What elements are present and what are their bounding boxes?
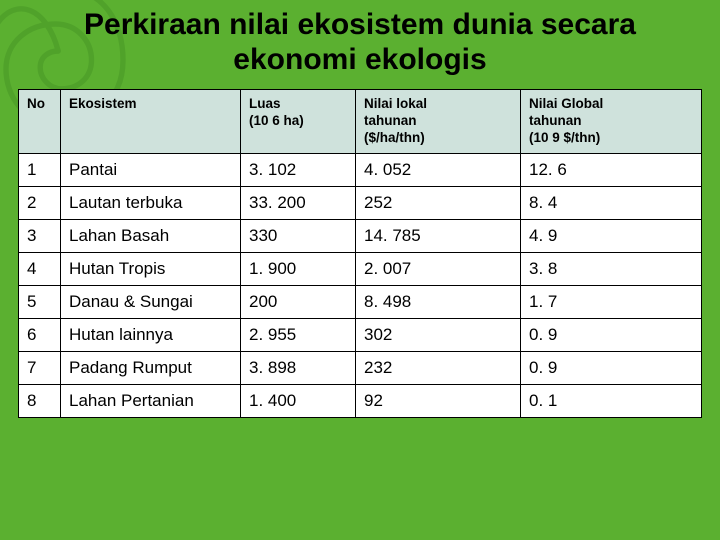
cell-6-0: 7 xyxy=(19,351,61,384)
col-header-4: Nilai Global tahunan (10 9 $/thn) xyxy=(521,90,702,154)
table-row: 7Padang Rumput3. 8982320. 9 xyxy=(19,351,702,384)
cell-3-1: Hutan Tropis xyxy=(61,252,241,285)
cell-5-2: 2. 955 xyxy=(241,318,356,351)
cell-5-3: 302 xyxy=(356,318,521,351)
ecosystem-table-wrap: NoEkosistemLuas (10 6 ha)Nilai lokal tah… xyxy=(18,89,702,418)
col-header-0: No xyxy=(19,90,61,154)
col-header-1: Ekosistem xyxy=(61,90,241,154)
cell-4-1: Danau & Sungai xyxy=(61,285,241,318)
cell-4-2: 200 xyxy=(241,285,356,318)
page-title: Perkiraan nilai ekosistem dunia secara e… xyxy=(0,0,720,89)
cell-7-2: 1. 400 xyxy=(241,384,356,417)
table-head: NoEkosistemLuas (10 6 ha)Nilai lokal tah… xyxy=(19,90,702,154)
cell-2-1: Lahan Basah xyxy=(61,219,241,252)
cell-1-3: 252 xyxy=(356,186,521,219)
cell-3-0: 4 xyxy=(19,252,61,285)
cell-3-2: 1. 900 xyxy=(241,252,356,285)
cell-1-4: 8. 4 xyxy=(521,186,702,219)
cell-0-2: 3. 102 xyxy=(241,153,356,186)
cell-2-0: 3 xyxy=(19,219,61,252)
cell-5-0: 6 xyxy=(19,318,61,351)
cell-3-4: 3. 8 xyxy=(521,252,702,285)
cell-2-4: 4. 9 xyxy=(521,219,702,252)
cell-1-1: Lautan terbuka xyxy=(61,186,241,219)
cell-4-0: 5 xyxy=(19,285,61,318)
table-body: 1Pantai3. 1024. 05212. 62Lautan terbuka3… xyxy=(19,153,702,417)
cell-1-2: 33. 200 xyxy=(241,186,356,219)
cell-7-3: 92 xyxy=(356,384,521,417)
table-row: 8Lahan Pertanian1. 400920. 1 xyxy=(19,384,702,417)
cell-0-0: 1 xyxy=(19,153,61,186)
cell-6-3: 232 xyxy=(356,351,521,384)
table-row: 5Danau & Sungai2008. 4981. 7 xyxy=(19,285,702,318)
cell-2-3: 14. 785 xyxy=(356,219,521,252)
cell-5-4: 0. 9 xyxy=(521,318,702,351)
cell-7-1: Lahan Pertanian xyxy=(61,384,241,417)
ecosystem-table: NoEkosistemLuas (10 6 ha)Nilai lokal tah… xyxy=(18,89,702,418)
cell-3-3: 2. 007 xyxy=(356,252,521,285)
cell-0-3: 4. 052 xyxy=(356,153,521,186)
cell-7-4: 0. 1 xyxy=(521,384,702,417)
cell-2-2: 330 xyxy=(241,219,356,252)
cell-6-1: Padang Rumput xyxy=(61,351,241,384)
col-header-3: Nilai lokal tahunan ($/ha/thn) xyxy=(356,90,521,154)
table-row: 3Lahan Basah33014. 7854. 9 xyxy=(19,219,702,252)
col-header-2: Luas (10 6 ha) xyxy=(241,90,356,154)
cell-7-0: 8 xyxy=(19,384,61,417)
cell-6-2: 3. 898 xyxy=(241,351,356,384)
table-row: 4Hutan Tropis1. 9002. 0073. 8 xyxy=(19,252,702,285)
cell-0-1: Pantai xyxy=(61,153,241,186)
cell-4-3: 8. 498 xyxy=(356,285,521,318)
cell-0-4: 12. 6 xyxy=(521,153,702,186)
cell-5-1: Hutan lainnya xyxy=(61,318,241,351)
cell-6-4: 0. 9 xyxy=(521,351,702,384)
table-row: 1Pantai3. 1024. 05212. 6 xyxy=(19,153,702,186)
table-row: 2Lautan terbuka33. 2002528. 4 xyxy=(19,186,702,219)
cell-4-4: 1. 7 xyxy=(521,285,702,318)
table-row: 6Hutan lainnya2. 9553020. 9 xyxy=(19,318,702,351)
cell-1-0: 2 xyxy=(19,186,61,219)
